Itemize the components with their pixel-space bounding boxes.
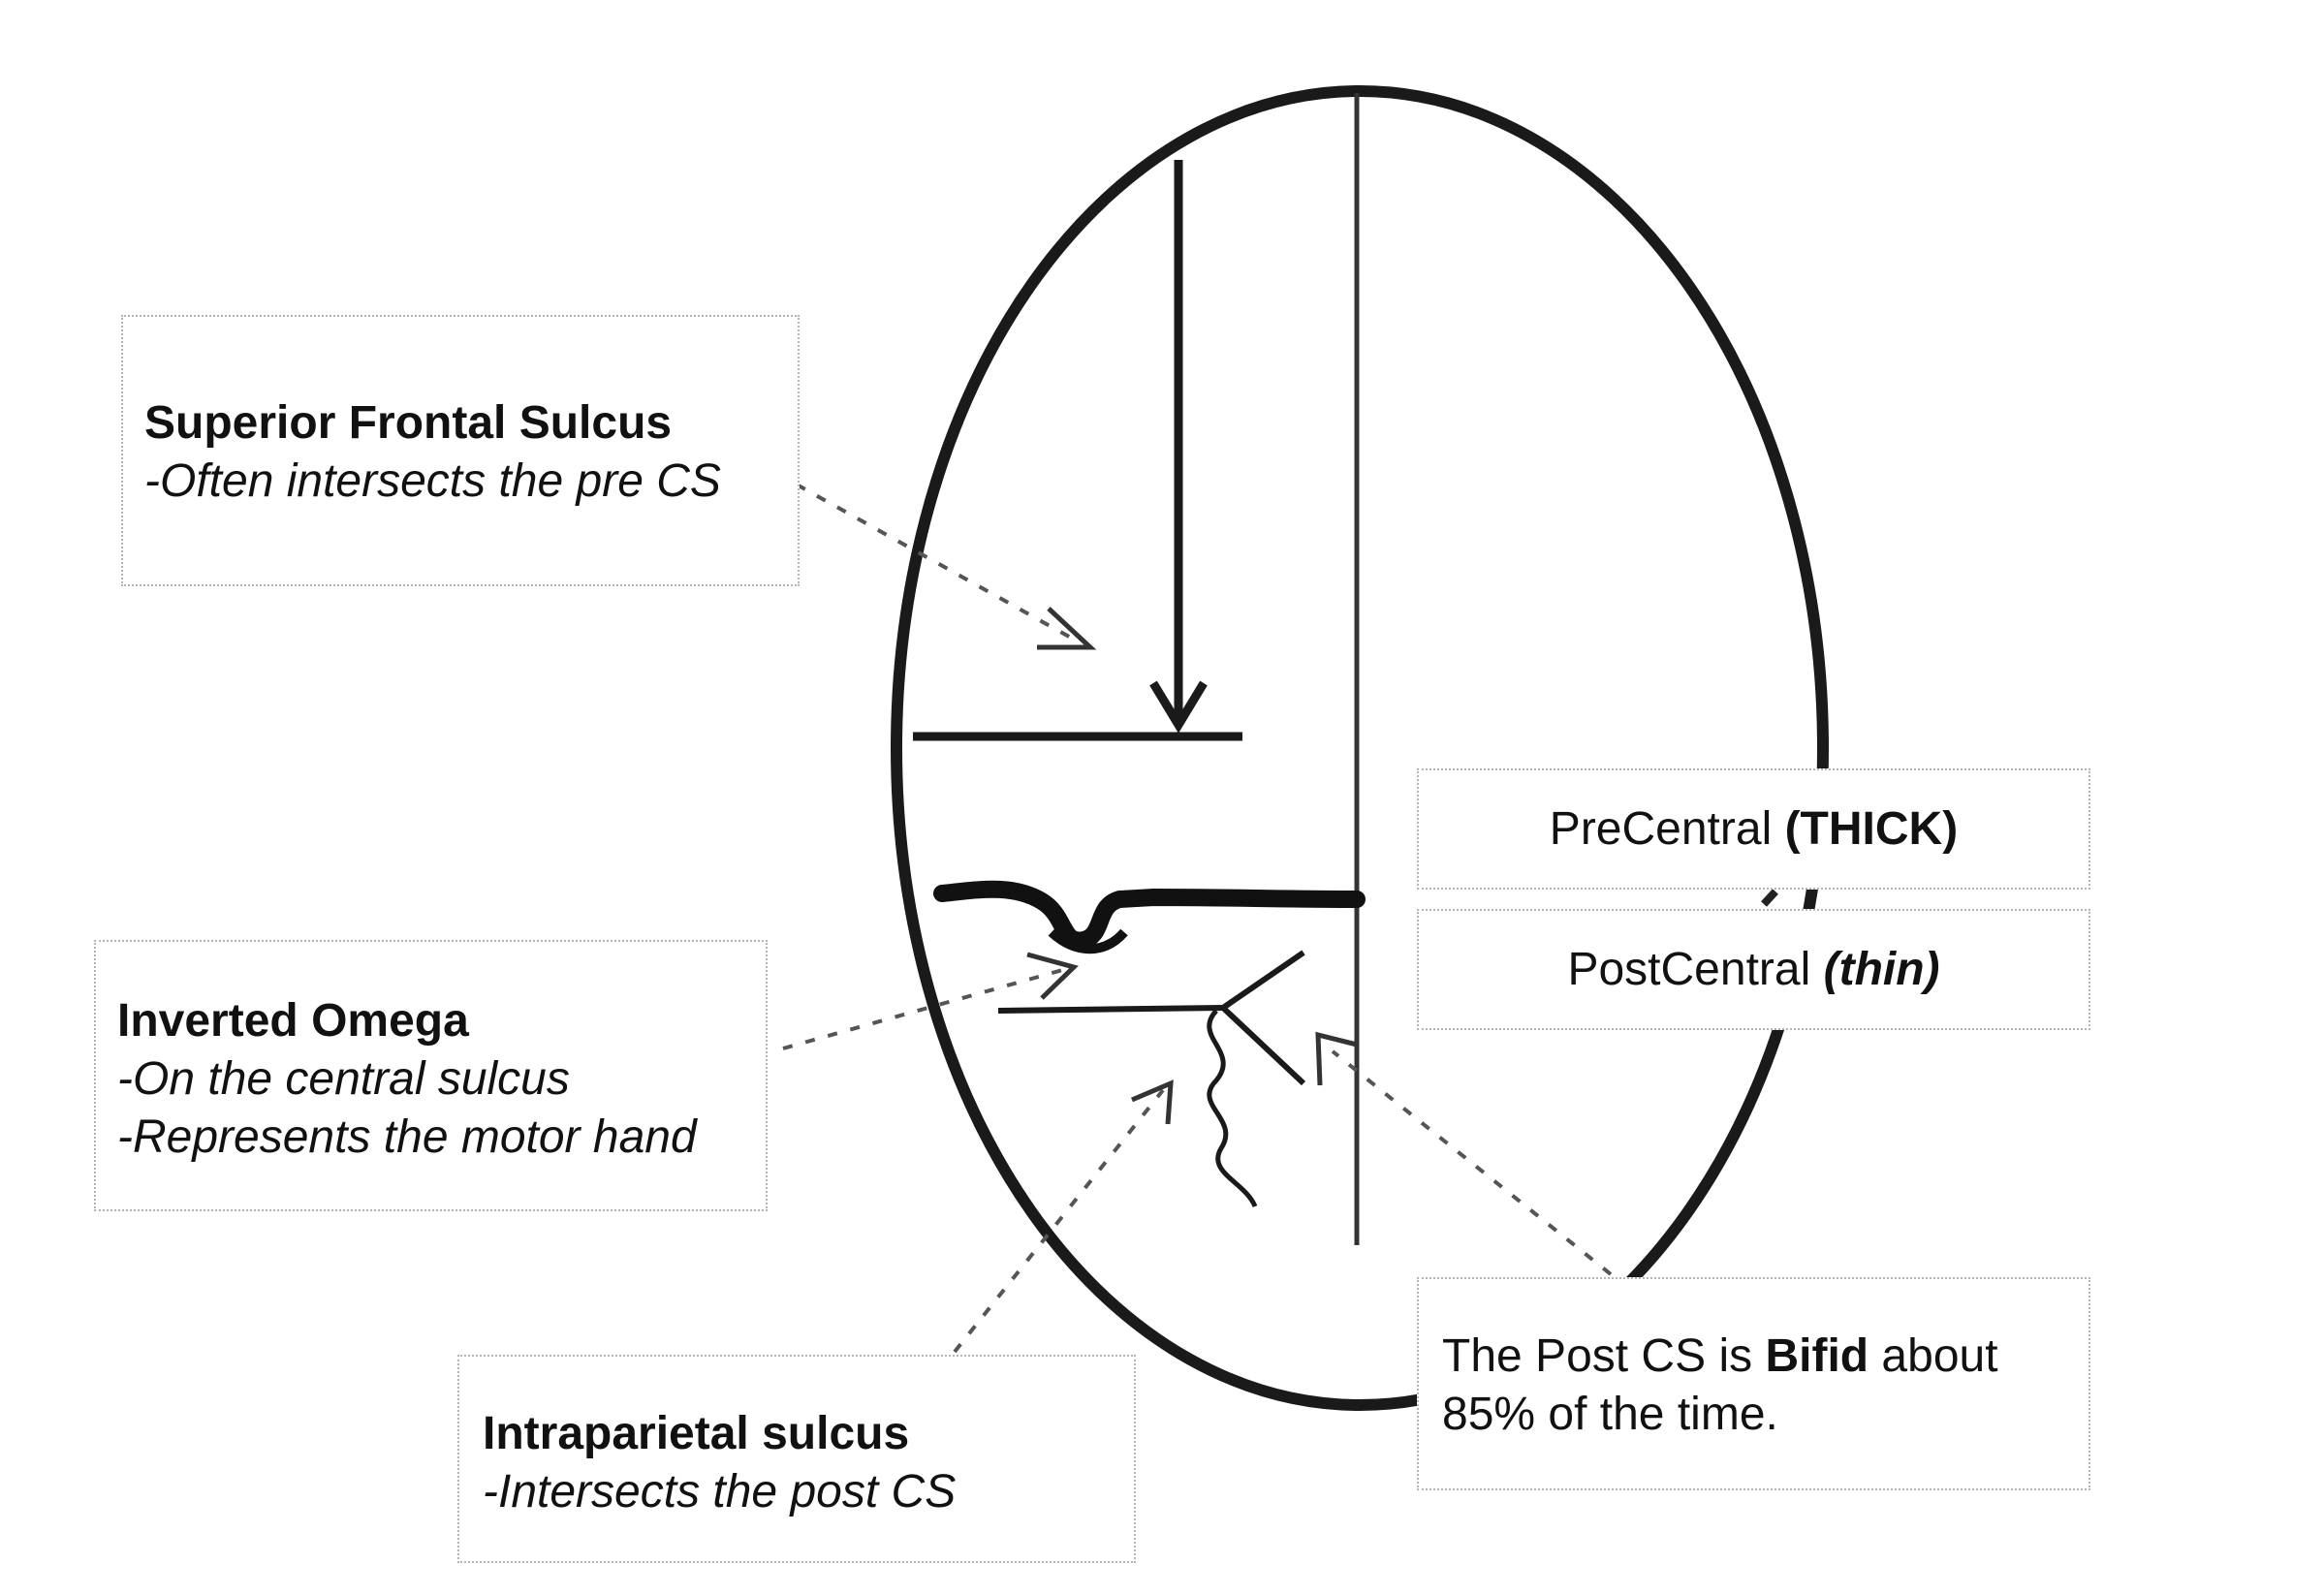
intraparietal-sulcus-line	[1207, 1009, 1258, 1208]
precentral-label-box: PreCentral (THICK)	[1417, 768, 2090, 890]
postcentral-text: PostCentral	[1567, 944, 1824, 995]
omega-pointer-arrowhead	[1026, 952, 1079, 1000]
postcentral-emphasis: (thin)	[1823, 944, 1940, 995]
sfs-pointer-arrowhead	[1037, 607, 1097, 650]
bifid-note-emphasis: Bifid	[1765, 1330, 1869, 1382]
omega-subtitle-1: -On the central sulcus	[117, 1053, 570, 1105]
bifid-note-pre: The Post CS is	[1442, 1330, 1766, 1382]
inverted-omega-curve	[1048, 928, 1128, 954]
sfs-title: Superior Frontal Sulcus	[144, 397, 673, 449]
postcentral-label-box: PostCentral (thin)	[1417, 909, 2090, 1030]
inverted-omega-label-box: Inverted Omega -On the central sulcus -R…	[94, 940, 768, 1211]
superior-frontal-sulcus-label-box: Superior Frontal Sulcus -Often intersect…	[121, 315, 800, 586]
skull-outline	[891, 85, 1829, 1411]
omega-subtitle-2: -Represents the motor hand	[117, 1111, 697, 1163]
sfs-subtitle: -Often intersects the pre CS	[144, 455, 721, 507]
bifid-note-box: The Post CS is Bifid about 85% of the ti…	[1417, 1277, 2090, 1490]
precentral-text: PreCentral	[1549, 803, 1785, 855]
ips-title: Intraparietal sulcus	[483, 1408, 910, 1459]
omega-title: Inverted Omega	[117, 995, 469, 1047]
bifid-branch-lower	[1220, 1005, 1306, 1086]
omega-pointer	[782, 967, 1067, 1050]
sfs-pointer	[796, 483, 1079, 643]
ips-subtitle: -Intersects the post CS	[483, 1466, 957, 1517]
precentral-emphasis: (THICK)	[1784, 803, 1959, 855]
postcentral-sulcus-line	[997, 1005, 1224, 1014]
bifid-note: The Post CS is Bifid about 85% of the ti…	[1442, 1328, 2065, 1444]
bifid-pointer	[1331, 1049, 1613, 1276]
ips-pointer-arrowhead	[1131, 1079, 1174, 1125]
ips-pointer	[953, 1088, 1165, 1354]
separator-mark	[1761, 889, 1778, 907]
bifid-note-post: about 85% of the time.	[1442, 1330, 1998, 1440]
bifid-pointer-arrowhead	[1315, 1031, 1358, 1086]
sfs-arrowhead	[1149, 680, 1208, 734]
intraparietal-sulcus-label-box: Intraparietal sulcus -Intersects the pos…	[457, 1355, 1136, 1563]
postcentral-label: PostCentral (thin)	[1567, 943, 1939, 996]
precentral-label: PreCentral (THICK)	[1550, 802, 1958, 856]
central-sulcus-line	[933, 880, 1366, 950]
bifid-branch-upper	[1221, 950, 1305, 1011]
